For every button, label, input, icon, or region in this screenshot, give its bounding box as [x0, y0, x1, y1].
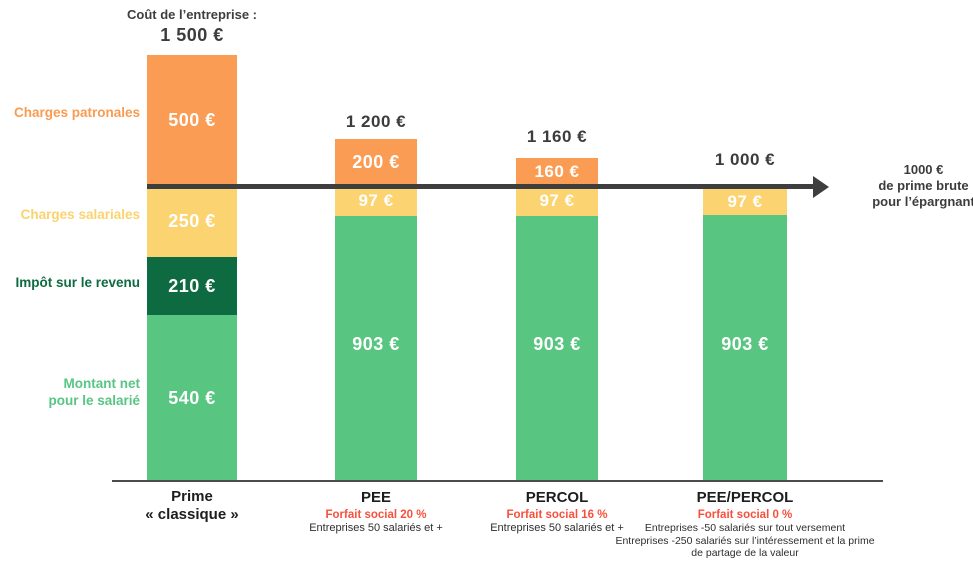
category-pee-percol: PEE/PERCOL Forfait social 0 % Entreprise…	[609, 489, 881, 560]
bar1-segment-charges-patronales: 500 €	[147, 55, 237, 186]
bar2-segment-charges-patronales: 200 €	[335, 139, 417, 186]
bar1-segment-montant-net: 540 €	[147, 315, 237, 481]
category-pee-label: PEE	[360, 489, 391, 506]
category-percol-forfait: Forfait social 16 %	[506, 509, 608, 521]
reference-arrow-head-icon	[813, 175, 829, 198]
x-axis-line	[112, 480, 883, 482]
category-pee-note: Entreprises 50 salariés et +	[309, 522, 443, 534]
category-percol-note: Entreprises 50 salariés et +	[490, 522, 624, 534]
bar4-segment-charges-salariales: 97 €	[703, 188, 787, 215]
category-pee-percol-note1: Entreprises -50 salariés sur tout versem…	[644, 522, 846, 534]
category-prime-classique: Prime « classique »	[117, 488, 267, 524]
reference-arrow-line	[147, 184, 815, 189]
legend-impot-revenu: Impôt sur le revenu	[15, 275, 140, 290]
company-cost-label: Coût de l’entreprise :	[126, 7, 258, 22]
legend-montant-net: Montant net pour le salarié	[0, 375, 140, 409]
category-percol: PERCOL Forfait social 16 % Entreprises 5…	[477, 489, 637, 535]
bar1-segment-impot: 210 €	[147, 257, 237, 315]
bar3-segment-charges-salariales: 97 €	[516, 186, 598, 216]
category-prime-line1: Prime	[171, 488, 213, 505]
category-prime-line2: « classique »	[145, 506, 239, 523]
bar4-segment-montant-net: 903 €	[703, 215, 787, 481]
bar3-segment-charges-patronales: 160 €	[516, 158, 598, 186]
arrow-note-line3: pour l’épargnant	[872, 194, 973, 209]
category-pee-percol-forfait: Forfait social 0 %	[697, 509, 793, 521]
category-percol-label: PERCOL	[525, 489, 589, 506]
bar2-segment-charges-salariales: 97 €	[335, 186, 417, 216]
company-cost-value: 1 500 €	[160, 25, 224, 45]
bar2-segment-montant-net: 903 €	[335, 216, 417, 481]
reference-arrow-note: 1000 € de prime brute pour l’épargnant	[856, 162, 973, 210]
legend-charges-patronales: Charges patronales	[13, 105, 140, 120]
category-pee-percol-note2: Entreprises -250 salariés sur l’intéress…	[615, 534, 875, 560]
bar3-total: 1 160 €	[526, 127, 588, 146]
arrow-note-line1: 1000 €	[903, 162, 944, 177]
category-pee-percol-label: PEE/PERCOL	[696, 489, 794, 506]
arrow-note-line2: de prime brute	[878, 178, 969, 193]
bar4-total: 1 000 €	[714, 150, 776, 169]
bar2-total: 1 200 €	[345, 112, 407, 131]
bar1-segment-charges-salariales: 250 €	[147, 186, 237, 257]
category-pee-forfait: Forfait social 20 %	[325, 509, 427, 521]
bar3-segment-montant-net: 903 €	[516, 216, 598, 481]
legend-montant-net-line2: pour le salarié	[48, 393, 140, 408]
legend-montant-net-line1: Montant net	[63, 376, 141, 391]
category-pee: PEE Forfait social 20 % Entreprises 50 s…	[296, 489, 456, 535]
legend-charges-salariales: Charges salariales	[20, 207, 140, 222]
